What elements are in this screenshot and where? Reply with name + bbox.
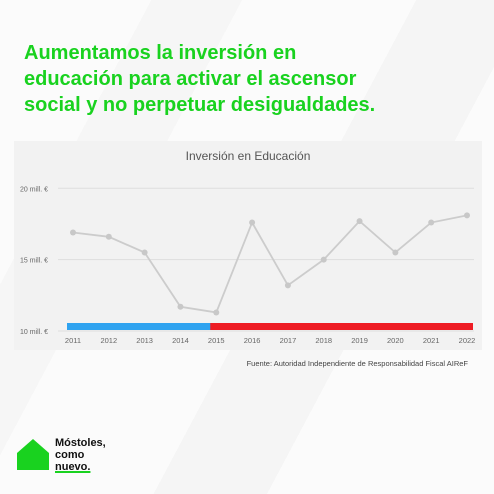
data-point-2014 [177,303,184,310]
x-tick-label-2020: 2020 [387,336,404,345]
x-tick-label-2016: 2016 [244,336,261,345]
x-tick-label-2018: 2018 [315,336,332,345]
data-point-2019 [356,218,363,225]
x-tick-label-2013: 2013 [136,336,153,345]
x-tick-label-2019: 2019 [351,336,368,345]
brand-line-2: como [55,449,85,461]
y-tick-label-0: 10 mill. € [20,329,48,336]
data-point-2013 [141,249,148,256]
house-icon [17,439,49,470]
data-point-2020 [392,249,399,256]
headline-line-1: Aumentamos la inversión en [24,42,297,64]
brand-wordmark: Móstoles, como nuevo. [55,437,106,473]
brand-line-3: nuevo. [55,461,91,473]
chart-card: Inversión en Educación 10 mill. € 15 mill.… [14,141,482,350]
data-point-2022 [464,212,470,219]
source-note: Fuente: Autoridad Independiente de Respo… [246,359,468,368]
period-bar-1 [210,323,474,330]
x-tick-label-2011: 2011 [65,336,81,345]
chart-title: Inversión en Educación [186,149,311,163]
data-point-2015 [213,309,220,316]
x-tick-label-2015: 2015 [208,336,225,345]
x-tick-label-2014: 2014 [172,336,189,345]
x-tick-label-2022: 2022 [459,336,476,345]
x-tick-label-2017: 2017 [280,336,297,345]
series-line [72,214,468,314]
y-tick-label-2: 20 mill. € [20,186,48,193]
data-point-2016 [249,219,256,226]
brand-logo: Móstoles, como nuevo. [16,437,146,477]
data-point-2017 [284,282,291,289]
brand-line-1: Móstoles, [55,437,106,449]
headline-line-2: educación para activar el ascensor [24,68,357,90]
data-point-2012 [105,233,112,240]
data-point-2021 [428,219,435,226]
period-bar-0 [67,323,217,330]
data-point-2018 [320,256,327,263]
headline-line-3: social y no perpetuar desigualdades. [24,94,376,116]
chart: Inversión en Educación 10 mill. € 15 mill.… [20,149,476,345]
x-tick-label-2012: 2012 [100,336,117,345]
data-point-2011 [70,229,76,236]
headline: Aumentamos la inversión en educación par… [24,40,484,118]
x-tick-label-2021: 2021 [423,336,440,345]
y-tick-label-1: 15 mill. € [20,258,48,265]
